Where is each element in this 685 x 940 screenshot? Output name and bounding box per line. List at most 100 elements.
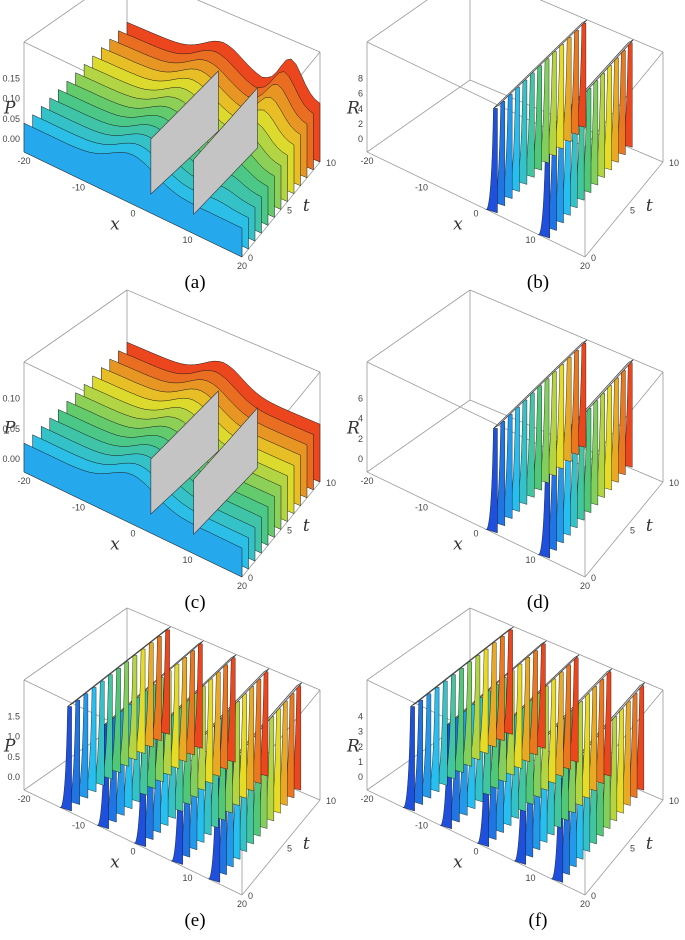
surface: [59, 626, 303, 883]
t-tick-label: 0: [248, 253, 253, 263]
box-edge: [196, 0, 321, 53]
t-tick-label: 0: [591, 891, 596, 901]
x-tick-label: 0: [130, 529, 135, 539]
x-tick-label: 10: [182, 555, 192, 565]
t-tick-label: 10: [326, 796, 336, 806]
t-tick-label: 10: [669, 796, 679, 806]
box-edge: [366, 0, 428, 43]
z-tick-label: 0.15: [2, 74, 20, 84]
wall-top: [493, 19, 588, 109]
z-axis-label: R: [346, 419, 360, 439]
panel-f: 0 1 2 3 4 R -20 -10 0 10 20 x 0 5 10 t: [345, 607, 679, 940]
z-tick-label: 1.0: [7, 732, 20, 742]
x-tick-label: 20: [237, 261, 247, 271]
z-tick-label: 1: [358, 757, 363, 767]
x-tick-label: 0: [473, 847, 478, 857]
z-tick-label: 0.0: [7, 772, 20, 782]
t-tick-label: 5: [287, 526, 292, 536]
box-edge: [126, 607, 321, 691]
z-tick-label: 0: [358, 772, 363, 782]
x-axis-label: x: [453, 852, 463, 872]
cut-wall: [150, 390, 219, 515]
z-tick-label: 6: [358, 394, 363, 404]
box-edge: [366, 399, 471, 473]
x-tick-label: 0: [130, 847, 135, 857]
x-tick-label: 0: [130, 209, 135, 219]
z-tick-label: 0.05: [2, 114, 20, 124]
z-tick-label: 0: [358, 454, 363, 464]
z-axis-label: P: [3, 737, 16, 757]
t-tick-label: 5: [630, 526, 635, 536]
box-edge: [366, 289, 471, 363]
z-tick-label: 0.00: [2, 134, 20, 144]
x-tick-label: 10: [182, 873, 192, 883]
box-edge: [539, 0, 664, 53]
t-axis-label: t: [646, 196, 653, 216]
wall-top: [67, 626, 171, 707]
x-axis-label: x: [110, 214, 120, 234]
t-tick-label: 5: [630, 844, 635, 854]
x-tick-label: -20: [360, 476, 373, 486]
box-edge: [366, 607, 471, 681]
z-tick-label: 0.10: [2, 394, 20, 404]
t-axis-label: t: [303, 196, 310, 216]
wall-strip: [485, 108, 498, 214]
x-axis-label: x: [453, 214, 463, 234]
panel-c: 0.00 0.05 0.10 P -20 -10 0 10 20 x 0 5 10 t: [2, 289, 336, 622]
t-tick-label: 0: [248, 573, 253, 583]
x-tick-label: -10: [72, 820, 85, 830]
z-tick-label: 6: [358, 89, 363, 99]
x-tick-label: 20: [237, 899, 247, 909]
t-tick-label: 0: [591, 573, 596, 583]
x-tick-label: 0: [473, 529, 478, 539]
x-tick-label: 20: [580, 581, 590, 591]
z-tick-label: 0.05: [2, 424, 20, 434]
z-tick-label: 4: [358, 414, 363, 424]
x-tick-label: -20: [360, 156, 373, 166]
surface-strip: [23, 442, 243, 578]
x-axis-label: x: [110, 852, 120, 872]
t-tick-label: 10: [669, 478, 679, 488]
x-tick-label: -20: [17, 794, 30, 804]
caption-c: (c): [184, 592, 206, 613]
z-tick-label: 8: [358, 74, 363, 84]
t-tick-label: 5: [287, 844, 292, 854]
z-tick-label: 2: [358, 434, 363, 444]
cut-wall: [150, 70, 219, 195]
x-tick-label: -10: [72, 502, 85, 512]
wall-top: [493, 339, 588, 429]
z-axis-label: P: [3, 99, 16, 119]
x-axis-label: x: [453, 534, 463, 554]
z-tick-label: 2: [358, 119, 363, 129]
box-edge: [241, 799, 321, 896]
z-tick-label: 2: [358, 742, 363, 752]
t-tick-label: 10: [326, 158, 336, 168]
t-axis-label: t: [646, 516, 653, 536]
t-tick-label: 5: [287, 206, 292, 216]
box-edge: [366, 151, 586, 258]
x-tick-label: -10: [415, 820, 428, 830]
x-tick-label: 20: [580, 261, 590, 271]
x-tick-label: -20: [17, 156, 30, 166]
caption-f: (f): [528, 910, 548, 931]
box-edge: [584, 799, 664, 896]
wall-strip: [59, 706, 72, 812]
box-edge: [23, 0, 85, 43]
z-tick-label: 4: [358, 104, 363, 114]
z-tick-label: 0: [358, 134, 363, 144]
panel-a: 0.00 0.05 0.10 0.15 P -20 -10 0 10 20 x 0 5 10 t: [2, 0, 336, 302]
wall-strip: [485, 428, 498, 534]
cut-wall: [193, 87, 258, 216]
box-edge: [469, 289, 664, 373]
x-tick-label: -20: [360, 794, 373, 804]
surface: [23, 21, 321, 258]
